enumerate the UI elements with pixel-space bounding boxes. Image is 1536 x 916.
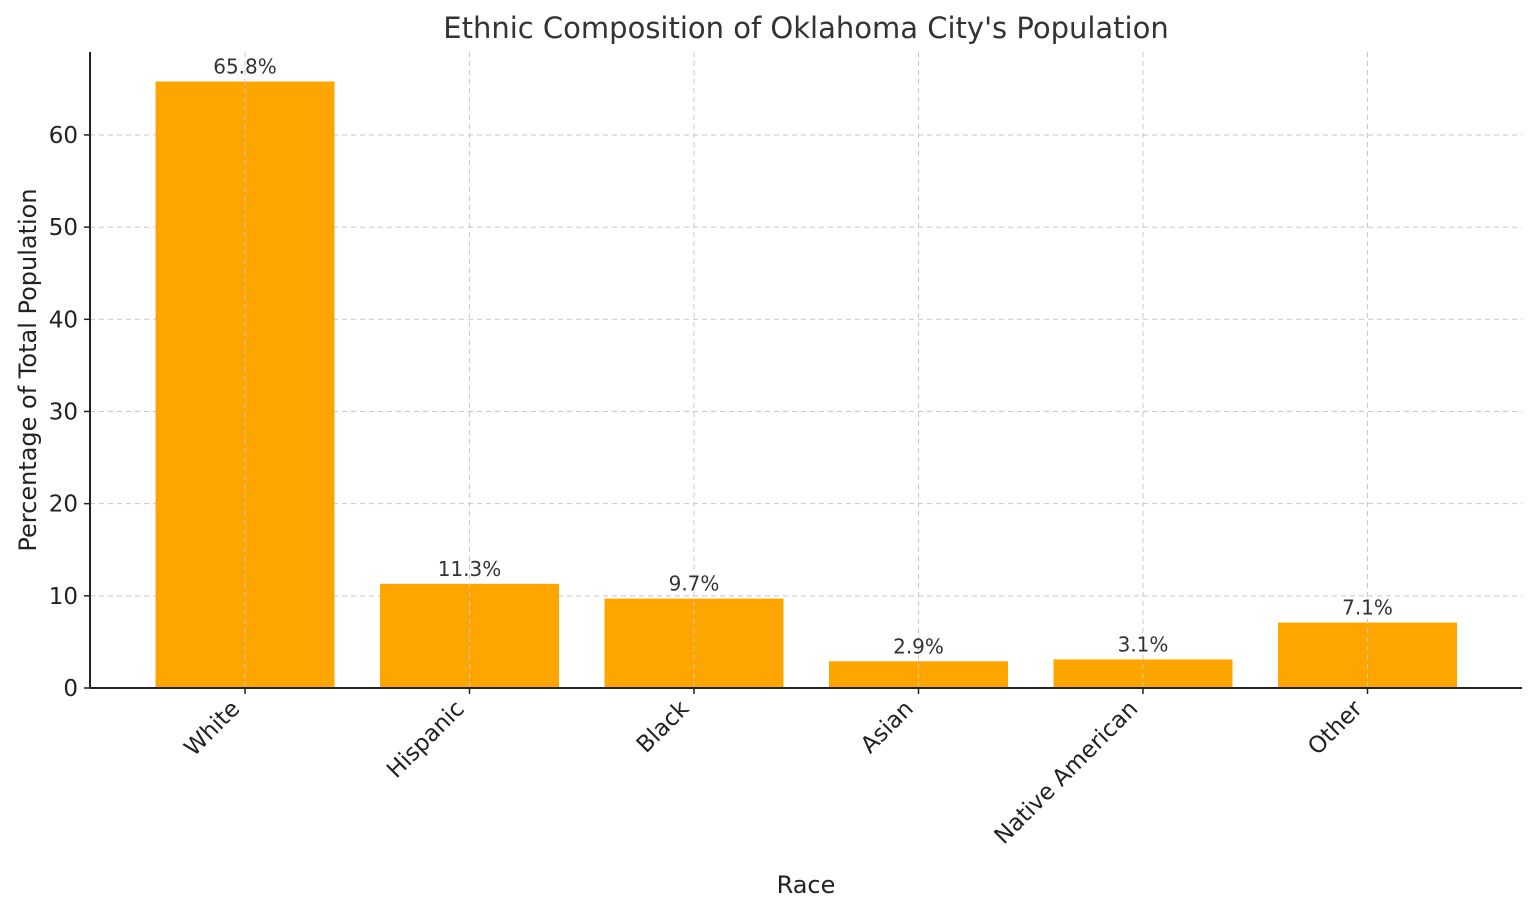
y-tick-label: 40: [49, 307, 78, 333]
data-label: 9.7%: [669, 572, 720, 596]
x-axis-label: Race: [777, 871, 836, 899]
x-axis-ticks: White Hispanic Black Asian Native American Ot…: [180, 688, 1369, 849]
y-axis-ticks: 0 10 20 30 40 50 60: [49, 123, 90, 702]
axes: [89, 52, 1522, 689]
x-tick-label: Asian: [856, 696, 919, 759]
bar-hispanic: [380, 583, 559, 688]
data-label: 11.3%: [438, 557, 502, 581]
data-label: 65.8%: [213, 54, 277, 78]
y-axis-label: Percentage of Total Population: [14, 188, 42, 551]
x-tick-label: Hispanic: [382, 696, 470, 784]
data-label: 2.9%: [893, 634, 944, 658]
x-tick-label: White: [180, 696, 246, 762]
chart-title: Ethnic Composition of Oklahoma City's Po…: [443, 11, 1168, 45]
data-label: 3.1%: [1118, 632, 1169, 656]
x-tick-label: Other: [1303, 695, 1368, 760]
y-tick-label: 20: [49, 492, 78, 518]
y-tick-label: 60: [49, 123, 78, 149]
y-tick-label: 30: [49, 399, 78, 425]
x-tick-label: Black: [632, 695, 695, 758]
bars: [155, 52, 1457, 688]
x-tick-label: Native American: [990, 696, 1144, 850]
data-labels: 65.8% 11.3% 9.7% 2.9% 3.1% 7.1%: [213, 54, 1393, 658]
data-label: 7.1%: [1342, 596, 1393, 620]
y-tick-label: 50: [49, 215, 78, 241]
y-tick-label: 10: [49, 584, 78, 610]
y-tick-label: 0: [63, 676, 78, 702]
